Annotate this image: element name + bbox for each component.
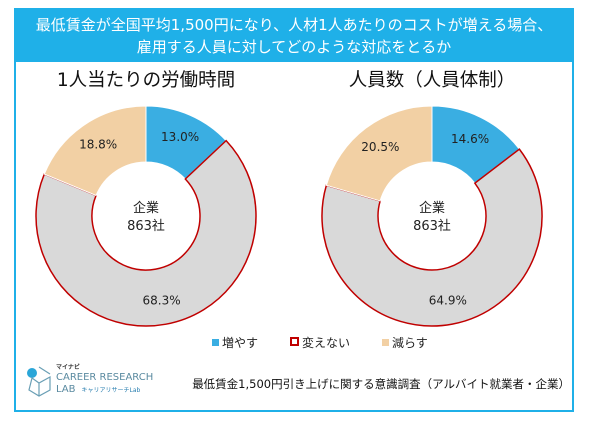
title-line-1: 最低賃金が全国平均1,500円になり、人材1人あたりのコストが増える場合、 [35, 16, 553, 34]
slice-nochange [321, 148, 543, 327]
legend-swatch [290, 337, 300, 346]
donut-chart-2: 14.6% 64.9% 20.5% 企業 863社 [321, 105, 543, 327]
legend-item-increase: 増やす [212, 336, 258, 350]
logo-main-2: LAB [56, 384, 76, 395]
chart-header: 最低賃金が全国平均1,500円になり、人材1人あたりのコストが増える場合、 雇用… [16, 10, 572, 62]
data-label: 18.8% [79, 138, 117, 152]
data-label: 68.3% [143, 294, 181, 308]
data-label: 13.0% [161, 130, 199, 144]
logo-main-1: CAREER RESEARCH [56, 372, 154, 383]
legend-swatch [382, 339, 390, 346]
center-label-1: 企業 [133, 200, 159, 216]
center-label-1: 企業 [419, 200, 445, 216]
center-label-2: 863社 [413, 218, 451, 234]
data-label: 14.6% [451, 132, 489, 146]
logo-sub-text: キャリアリサーチLab [81, 387, 141, 394]
cube-logo-icon [27, 366, 51, 397]
slice-decrease [43, 105, 147, 197]
legend-item-decrease: 減らす [382, 336, 428, 350]
data-label: 20.5% [361, 140, 399, 154]
source-note: 最低賃金1,500円引き上げに関する意識調査（アルバイト就業者・企業） [192, 377, 570, 391]
logo-top-text: マイナビ [56, 364, 80, 371]
career-research-lab-logo: マイナビ CAREER RESEARCH LAB キャリアリサーチLab [26, 364, 153, 398]
legend-swatch [212, 339, 219, 346]
legend: 増やす 変えない 減らす [212, 336, 428, 350]
data-label: 64.9% [429, 294, 467, 308]
chart-title-2: 人員数（人員体制） [348, 70, 516, 91]
legend-item-nochange: 変えない [290, 336, 350, 350]
chart-frame: 最低賃金が全国平均1,500円になり、人材1人あたりのコストが増える場合、 雇用… [14, 8, 574, 412]
chart-title-1: 1人当たりの労働時間 [56, 70, 236, 91]
slice-decrease [325, 105, 433, 202]
donut-chart-1: 13.0% 68.3% 18.8% 企業 863社 [35, 105, 257, 327]
title-line-2: 雇用する人員に対してどのような対応をとるか [136, 38, 452, 56]
slice-nochange [35, 139, 257, 327]
center-label-2: 863社 [127, 218, 165, 234]
